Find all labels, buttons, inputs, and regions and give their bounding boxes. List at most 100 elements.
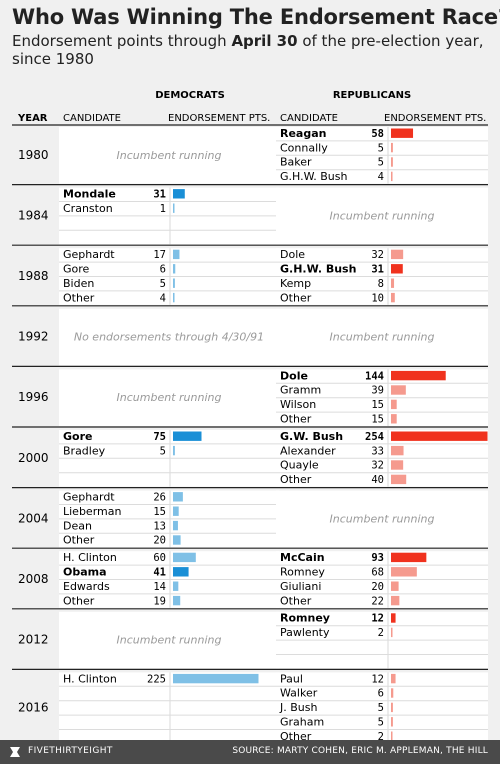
chart-title: Who Was Winning The Endorsement Race?	[12, 5, 500, 29]
rep-points-bar	[391, 264, 403, 274]
rep-points-value: 15	[371, 414, 384, 426]
rep-points-bar	[391, 581, 399, 591]
rep-points-value: 58	[371, 128, 384, 140]
dem-candidate-name: Edwards	[63, 580, 110, 593]
dem-points-value: 19	[153, 595, 166, 607]
dem-points-bar	[173, 595, 181, 606]
dem-points-value: 13	[153, 520, 166, 532]
dem-points-value: 6	[160, 264, 166, 276]
rep-points-value: 22	[371, 595, 384, 607]
rep-candidate-name: G.W. Bush	[280, 430, 343, 443]
dem-points-bar	[173, 431, 202, 441]
rep-points-value: 93	[371, 552, 384, 564]
rep-points-bar	[391, 717, 393, 727]
dem-points-header: ENDORSEMENT PTS.	[168, 113, 270, 124]
rep-candidate-name: Paul	[280, 672, 303, 685]
rep-points-bar	[391, 688, 394, 698]
rep-candidate-name: Graham	[280, 716, 324, 729]
dem-candidate-name: Gephardt	[63, 248, 115, 261]
rep-candidate-name: Dole	[280, 369, 308, 382]
rep-candidate-name: Alexander	[280, 444, 336, 457]
footer-brand: FIVETHIRTYEIGHT	[28, 746, 113, 756]
rep-points-value: 4	[378, 171, 384, 183]
dem-candidate-name: Obama	[63, 566, 107, 579]
rep-points-bar	[391, 370, 446, 381]
year-label: 2000	[18, 451, 49, 465]
year-label: 2016	[18, 700, 49, 714]
rep-points-bar	[391, 567, 417, 577]
year-label: 2008	[18, 572, 49, 586]
rep-points-bar	[391, 431, 488, 441]
rep-points-bar	[391, 278, 395, 288]
dem-points-bar	[173, 249, 180, 260]
rep-points-value: 20	[371, 581, 384, 593]
rep-points-bar	[391, 157, 393, 167]
rep-year-box	[276, 187, 488, 245]
fivethirtyeight-logo-icon	[10, 747, 20, 757]
rep-candidate-name: Other	[280, 594, 312, 607]
dem-points-value: 75	[153, 431, 166, 443]
dem-note: Incumbent running	[117, 149, 222, 162]
rep-candidate-name: Kemp	[280, 277, 311, 290]
dem-candidate-name: Biden	[63, 277, 94, 290]
rep-points-bar	[391, 731, 393, 740]
rep-points-bar	[391, 414, 397, 424]
dem-points-value: 26	[153, 492, 166, 504]
dem-points-value: 1	[160, 203, 166, 215]
rep-points-bar	[391, 249, 404, 260]
dem-year-box	[59, 672, 279, 740]
rep-candidate-name: G.H.W. Bush	[280, 263, 356, 276]
dem-candidate-name: Bradley	[63, 444, 106, 457]
rep-year-box	[276, 672, 488, 740]
dem-points-bar	[173, 581, 179, 591]
dem-points-bar	[173, 203, 175, 213]
rep-candidate-name: Giuliani	[280, 580, 321, 593]
rep-points-value: 32	[371, 249, 384, 261]
dem-candidate-name: Other	[63, 291, 95, 304]
year-label: 2012	[18, 633, 49, 647]
year-label: 1988	[18, 269, 49, 283]
dem-candidate-name: Gore	[63, 430, 92, 443]
dem-points-bar	[173, 673, 259, 684]
dem-points-bar	[173, 492, 183, 502]
dem-candidate-name: Lieberman	[63, 505, 121, 518]
dem-candidate-name: Cranston	[63, 202, 113, 215]
chart-subtitle: Endorsement points through April 30 of t…	[12, 32, 488, 68]
year-label: 1984	[18, 208, 49, 222]
dem-points-bar	[173, 264, 176, 274]
rep-points-bar	[391, 613, 396, 623]
rep-year-box	[276, 308, 488, 366]
rep-points-bar	[391, 460, 404, 470]
dem-points-value: 15	[153, 506, 166, 518]
rep-points-value: 8	[378, 278, 384, 290]
rep-candidate-name: McCain	[280, 551, 325, 564]
rep-year-box	[276, 490, 488, 548]
footer: FIVETHIRTYEIGHT SOURCE: MARTY COHEN, ERI…	[0, 740, 500, 764]
dem-points-bar	[173, 506, 179, 516]
rep-points-value: 12	[371, 613, 384, 625]
rep-candidate-name: Walker	[280, 687, 318, 700]
dem-points-value: 41	[153, 567, 166, 579]
rep-note: Incumbent running	[330, 331, 435, 344]
endorsement-table-chart: DEMOCRATS REPUBLICANS YEAR CANDIDATE ENDORSE…	[12, 90, 488, 740]
dem-points-bar	[173, 445, 175, 456]
rep-points-bar	[391, 673, 396, 684]
dem-year-box	[59, 308, 279, 366]
rep-points-value: 144	[365, 370, 384, 382]
rep-points-value: 15	[371, 399, 384, 411]
dem-year-box	[59, 369, 279, 426]
dem-points-bar	[173, 292, 175, 303]
rep-party-header: REPUBLICANS	[333, 90, 411, 101]
dem-points-value: 5	[160, 278, 166, 290]
rep-candidate-name: Connally	[280, 141, 328, 154]
rep-candidate-name: Other	[280, 730, 312, 740]
dem-note: Incumbent running	[117, 634, 222, 647]
dem-note: Incumbent running	[117, 391, 222, 404]
year-label: 1980	[18, 148, 49, 162]
rep-candidate-name: Baker	[280, 156, 312, 169]
rep-points-value: 33	[371, 445, 384, 457]
rep-candidate-name: Pawlenty	[280, 626, 330, 639]
subtitle-bold: April 30	[231, 32, 298, 50]
subtitle-post: of the pre-election year, since 1980	[12, 32, 484, 68]
dem-candidate-name: H. Clinton	[63, 672, 117, 685]
